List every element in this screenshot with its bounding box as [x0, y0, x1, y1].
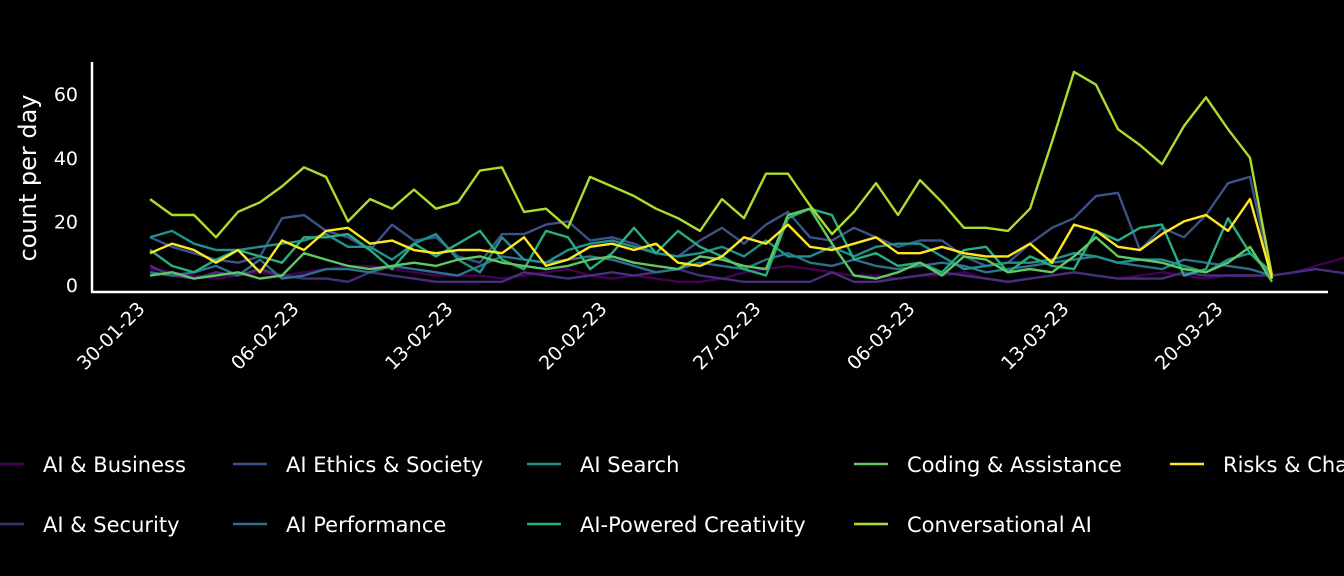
- series-line-4: [149, 229, 1273, 277]
- x-tick-label-5: 06-03-23: [843, 298, 920, 375]
- legend-label-1: AI & Security: [43, 513, 180, 537]
- y-tick-labels: 0 20 40 60: [54, 84, 78, 297]
- legend-label-4: AI Search: [580, 453, 679, 477]
- legend-label-3: AI Performance: [286, 513, 446, 537]
- x-tick-label-0: 30-01-23: [73, 298, 150, 375]
- series-line-5: [149, 207, 1273, 277]
- x-tick-label-4: 27-02-23: [689, 298, 766, 375]
- y-tick-label-1: 20: [54, 211, 78, 233]
- series-line-8: [149, 197, 1274, 279]
- series-line-7: [149, 70, 1274, 276]
- series-line-6: [149, 207, 1274, 283]
- x-tick-label-1: 06-02-23: [227, 298, 304, 375]
- series-line-2: [149, 175, 1274, 279]
- legend-label-0: AI & Business: [43, 453, 186, 477]
- x-tick-labels: 30-01-23 06-02-23 13-02-23 20-02-23 27-02-23…: [73, 298, 1228, 375]
- y-tick-label-2: 40: [54, 148, 78, 170]
- series-line-1: [149, 264, 1344, 283]
- y-axis-title: count per day: [14, 95, 42, 262]
- y-tick-label-3: 60: [54, 84, 78, 106]
- legend: AI & Business AI & Security AI Ethics & So…: [0, 453, 1344, 537]
- legend-label-5: AI-Powered Creativity: [580, 513, 806, 537]
- axes: [90, 62, 1328, 294]
- x-tick-label-7: 20-03-23: [1151, 298, 1228, 375]
- x-tick-label-6: 13-03-23: [997, 298, 1074, 375]
- series-line-3: [149, 251, 1273, 280]
- legend-label-2: AI Ethics & Society: [286, 453, 483, 477]
- legend-label-8: Risks & Challenges: [1223, 453, 1344, 477]
- legend-label-7: Conversational AI: [907, 513, 1092, 537]
- y-tick-label-0: 0: [66, 275, 78, 297]
- series-lines: [149, 70, 1344, 283]
- x-tick-label-3: 20-02-23: [535, 298, 612, 375]
- x-tick-label-2: 13-02-23: [381, 298, 458, 375]
- legend-label-6: Coding & Assistance: [907, 453, 1122, 477]
